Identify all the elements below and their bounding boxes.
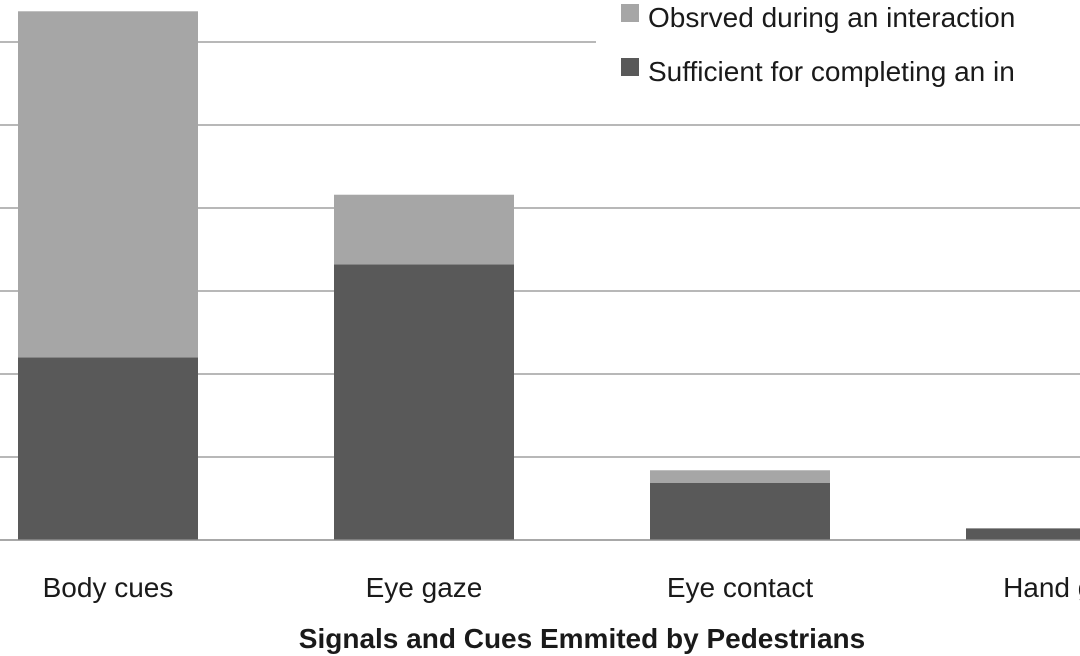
bars	[18, 11, 1080, 540]
bar-segment-sufficient	[650, 482, 830, 540]
legend-label: Sufficient for completing an in	[648, 56, 1015, 87]
legend-swatch	[621, 4, 639, 22]
bar-segment-sufficient	[334, 264, 514, 540]
bar-segment-observed	[650, 470, 830, 483]
bar-segment-sufficient	[18, 357, 198, 540]
x-tick-label: Body cues	[43, 572, 174, 603]
legend-label: Obsrved during an interaction	[648, 2, 1015, 33]
x-tick-labels: Body cues Eye gaze Eye contact Hand ge	[43, 572, 1080, 603]
legend: Obsrved during an interaction Sufficient …	[621, 2, 1015, 87]
bar-segment-observed	[334, 194, 514, 265]
bar-segment-sufficient	[966, 528, 1080, 540]
x-tick-label: Hand ge	[1003, 572, 1080, 603]
x-axis-title: Signals and Cues Emmited by Pedestrians	[299, 623, 865, 654]
x-tick-label: Eye contact	[667, 572, 814, 603]
x-tick-label: Eye gaze	[366, 572, 483, 603]
bar-segment-observed	[18, 11, 198, 358]
legend-swatch	[621, 58, 639, 76]
